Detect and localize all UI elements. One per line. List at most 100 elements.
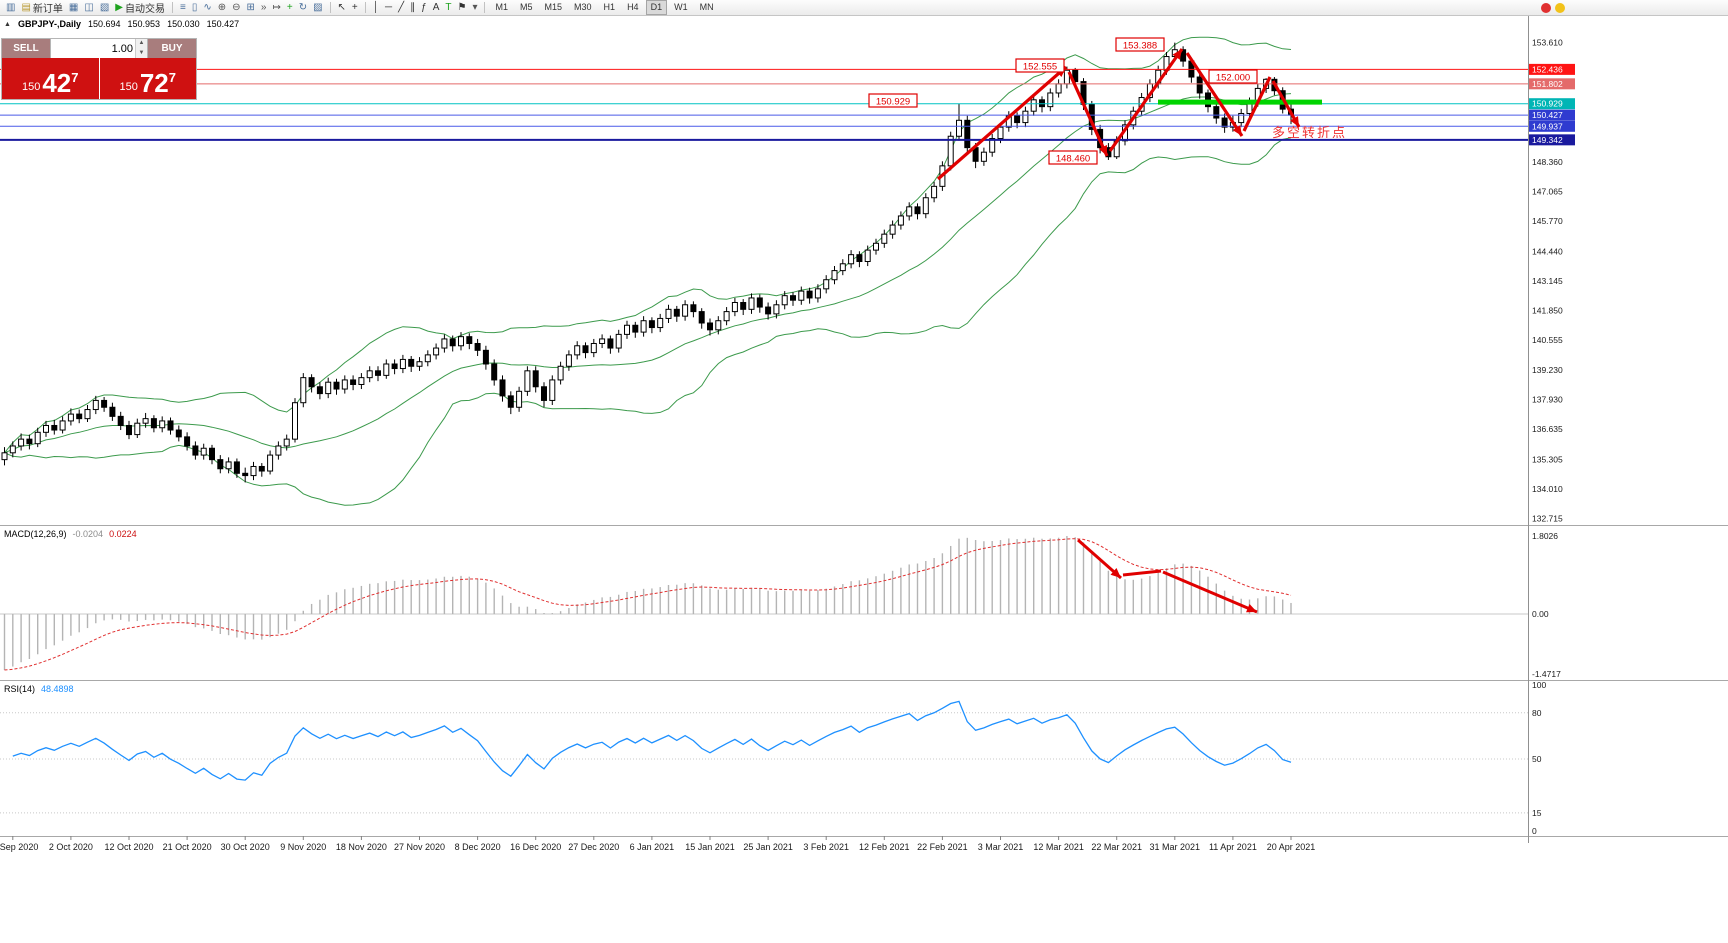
trend-arrows[interactable] <box>936 48 1301 181</box>
volume-up-icon[interactable]: ▲ <box>136 39 147 49</box>
svg-text:11 Apr 2021: 11 Apr 2021 <box>1209 842 1257 852</box>
svg-text:149.937: 149.937 <box>1532 121 1563 131</box>
svg-text:152.555: 152.555 <box>1023 62 1057 73</box>
text-label-icon[interactable]: T <box>442 1 454 15</box>
rsi-name: RSI(14) <box>4 684 36 694</box>
smiley-icon[interactable] <box>1555 2 1565 13</box>
buy-price-sup: 7 <box>168 70 176 85</box>
candlestick-chart-icon[interactable]: ▯ <box>189 1 201 15</box>
svg-text:0.00: 0.00 <box>1532 609 1549 619</box>
alert-red-icon[interactable] <box>1541 2 1551 13</box>
crosshair-icon[interactable]: + <box>349 1 361 15</box>
trendline-icon[interactable]: ╱ <box>395 1 407 15</box>
svg-text:6 Jan 2021: 6 Jan 2021 <box>630 842 675 852</box>
new-chart-icon: ▥ <box>6 1 16 13</box>
quote-low: 150.030 <box>167 19 200 29</box>
timeframe-d1[interactable]: D1 <box>645 0 668 15</box>
sell-price-prefix: 150 <box>21 81 41 93</box>
svg-text:153.388: 153.388 <box>1123 41 1157 52</box>
auto-scroll-icon: » <box>260 1 267 13</box>
svg-text:20 Apr 2021: 20 Apr 2021 <box>1267 842 1316 852</box>
line-chart-icon[interactable]: ∿ <box>200 1 214 15</box>
autotrade-button[interactable]: ▶ 自动交易 <box>112 1 168 16</box>
sell-button[interactable]: 150 42 7 <box>2 58 99 99</box>
horizontal-line-icon[interactable]: ─ <box>382 1 395 15</box>
turning-point-text[interactable]: 多空转折点 <box>1272 125 1347 140</box>
svg-text:8 Dec 2020: 8 Dec 2020 <box>455 842 501 852</box>
svg-text:132.715: 132.715 <box>1532 514 1563 524</box>
volume-down-icon[interactable]: ▼ <box>136 48 147 58</box>
toolbar: ▥ ▤ 新订单 ▦ ◫ ▧ ▶ 自动交易 ≡ ▯ ∿ ⊕ ⊖ ⊞» ↦ + ↻ ▨ ↖ + │ ─ ╱ ∥ ƒ A T ⚑ ▾ M1 M5 M… <box>0 0 1728 16</box>
svg-text:12 Feb 2021: 12 Feb 2021 <box>859 842 910 852</box>
indicators-icon[interactable]: + <box>284 1 296 15</box>
timeframe-h4[interactable]: H4 <box>627 2 639 12</box>
chart-canvas[interactable]: 150.929 152.555 153.388 152.000 148.460 多空转折点… <box>0 16 1728 943</box>
templates-icon[interactable]: ▨ <box>310 1 325 15</box>
price-scale[interactable]: 153.610 148.360 147.065 145.770 144.440 143.1… <box>1529 38 1575 524</box>
arrows-tool-icon[interactable]: ⚑ <box>454 1 469 15</box>
channel-icon[interactable]: ∥ <box>407 1 418 15</box>
chart-shift-icon[interactable]: ↦ <box>269 1 283 15</box>
cursor-icon[interactable]: ↖ <box>335 1 349 15</box>
indicators-icon: + <box>286 1 293 13</box>
svg-text:135.305: 135.305 <box>1532 455 1563 465</box>
navigator-icon[interactable]: ▧ <box>97 1 112 15</box>
data-window-icon[interactable]: ◫ <box>81 1 96 15</box>
svg-text:12 Oct 2020: 12 Oct 2020 <box>104 842 153 852</box>
volume-input[interactable] <box>51 39 135 58</box>
toolbar-separator <box>484 2 486 13</box>
timeframe-mn[interactable]: MN <box>699 2 714 12</box>
rsi-scale[interactable]: 100 80 50 15 0 <box>1532 680 1546 836</box>
timeframe-m1[interactable]: M1 <box>495 2 508 12</box>
timeframe-m15[interactable]: M15 <box>544 2 563 12</box>
collapse-panel-icon[interactable]: ▲ <box>4 20 11 28</box>
text-icon[interactable]: A <box>430 1 443 15</box>
svg-text:9 Nov 2020: 9 Nov 2020 <box>280 842 326 852</box>
timeframe-m5[interactable]: M5 <box>520 2 533 12</box>
svg-text:139.230: 139.230 <box>1532 365 1563 375</box>
macd-arrows[interactable] <box>1077 538 1258 614</box>
svg-text:148.360: 148.360 <box>1532 157 1563 167</box>
buy-button[interactable]: 150 72 7 <box>99 58 196 99</box>
svg-text:16 Dec 2020: 16 Dec 2020 <box>510 842 561 852</box>
fibonacci-icon[interactable]: ƒ <box>418 1 430 15</box>
new-chart-icon[interactable]: ▥ <box>3 1 18 15</box>
quote-open: 150.694 <box>87 19 121 29</box>
svg-text:153.610: 153.610 <box>1532 38 1563 48</box>
arrows-dropdown-icon[interactable]: ▾ <box>469 1 480 15</box>
price-annotations[interactable]: 150.929 152.555 153.388 152.000 148.460 <box>868 37 1258 165</box>
svg-text:140.555: 140.555 <box>1532 335 1563 345</box>
timeframe-h1[interactable]: H1 <box>603 2 616 12</box>
svg-text:27 Nov 2020: 27 Nov 2020 <box>394 842 445 852</box>
tile-windows-icon[interactable]: ⊞ <box>244 1 258 15</box>
bar-chart-icon[interactable]: ≡ <box>177 1 189 15</box>
svg-text:3 Feb 2021: 3 Feb 2021 <box>803 842 849 852</box>
buy-header-button[interactable]: BUY <box>148 39 196 58</box>
new-order-button[interactable]: ▤ 新订单 <box>18 1 65 16</box>
macd-scale[interactable]: 1.8026 0.00 -1.4717 <box>1532 531 1561 679</box>
timeframe-w1[interactable]: W1 <box>674 2 688 12</box>
svg-text:3 Mar 2021: 3 Mar 2021 <box>978 842 1024 852</box>
crosshair-icon: + <box>351 1 358 13</box>
cursor-icon: ↖ <box>337 1 346 13</box>
svg-text:31 Mar 2021: 31 Mar 2021 <box>1150 842 1201 852</box>
zoom-out-icon[interactable]: ⊖ <box>229 1 243 15</box>
market-watch-icon[interactable]: ▦ <box>66 1 81 15</box>
auto-scroll-icon[interactable]: » <box>258 1 270 15</box>
sell-header-button[interactable]: SELL <box>2 39 50 58</box>
vertical-line-icon[interactable]: │ <box>370 1 382 15</box>
svg-text:12 Mar 2021: 12 Mar 2021 <box>1033 842 1084 852</box>
volume-stepper[interactable]: ▲ ▼ <box>135 39 147 58</box>
buy-price-big: 72 <box>139 68 169 98</box>
periods-icon: ↻ <box>298 1 308 13</box>
trendline-icon: ╱ <box>398 1 405 13</box>
periods-icon[interactable]: ↻ <box>296 1 310 15</box>
rsi-value: 48.4898 <box>41 684 74 694</box>
svg-text:15: 15 <box>1532 808 1542 818</box>
svg-text:143.145: 143.145 <box>1532 276 1563 286</box>
time-scale[interactable]: 23 Sep 2020 2 Oct 2020 12 Oct 2020 21 Oct 2… <box>0 836 1315 852</box>
timeframe-m30[interactable]: M30 <box>574 2 592 12</box>
navigator-icon: ▧ <box>99 1 110 13</box>
svg-text:148.460: 148.460 <box>1056 154 1090 165</box>
zoom-in-icon[interactable]: ⊕ <box>215 1 229 15</box>
